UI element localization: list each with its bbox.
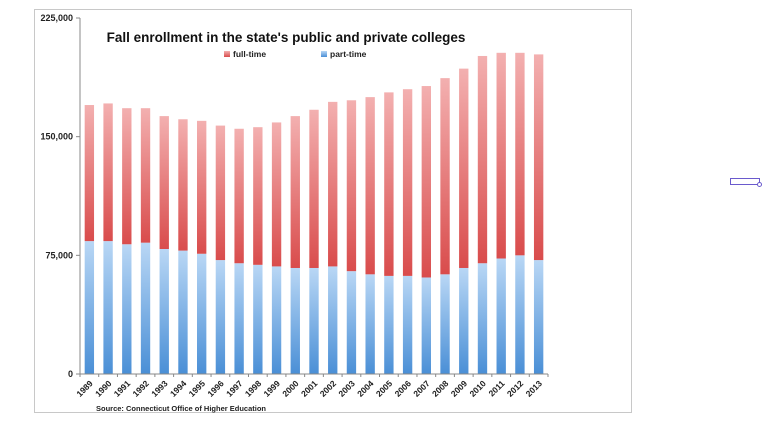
- bar-full-time-1990: [103, 103, 113, 242]
- bar-part-time-2012: [515, 255, 525, 374]
- bar-part-time-2010: [477, 263, 488, 374]
- bar-part-time-2008: [440, 274, 450, 374]
- bar-part-time-2000: [290, 267, 300, 374]
- bar-full-time-2001: [309, 109, 319, 268]
- x-tick-label: 2011: [486, 378, 506, 398]
- x-tick-label: 1989: [74, 378, 95, 399]
- bar-part-time-1997: [234, 263, 244, 374]
- resize-handle[interactable]: [757, 182, 762, 187]
- x-tick-label: 2010: [467, 378, 488, 399]
- bar-full-time-2000: [290, 116, 300, 268]
- bar-part-time-1999: [271, 266, 282, 374]
- bar-full-time-1991: [122, 108, 132, 245]
- bar-part-time-2002: [328, 266, 338, 374]
- x-tick-label: 2007: [411, 378, 432, 399]
- x-tick-label: 1994: [168, 378, 189, 399]
- bar-full-time-1998: [253, 127, 263, 265]
- bar-full-time-2008: [440, 78, 450, 275]
- bar-full-time-1995: [197, 120, 207, 254]
- chart-title: Fall enrollment in the state's public an…: [107, 30, 466, 45]
- legend-label-part-time: part-time: [330, 49, 367, 59]
- source-note: Source: Connecticut Office of Higher Edu…: [96, 404, 266, 413]
- bar-full-time-2012: [515, 52, 525, 256]
- bar-part-time-1994: [178, 250, 188, 374]
- bar-part-time-1998: [253, 264, 263, 374]
- bar-part-time-2007: [421, 277, 431, 374]
- x-tick-label: 2013: [524, 378, 545, 399]
- bar-part-time-1990: [103, 241, 113, 374]
- x-tick-label: 1993: [149, 378, 170, 399]
- bar-full-time-1992: [140, 108, 151, 243]
- x-tick-label: 1995: [187, 378, 208, 399]
- x-tick-label: 1996: [205, 378, 226, 399]
- x-tick-label: 1997: [224, 378, 245, 399]
- bar-full-time-2003: [346, 100, 357, 272]
- y-tick-label: 75,000: [45, 250, 73, 260]
- bar-part-time-1993: [159, 249, 169, 374]
- y-axis: 0 75,000 150,000 225,000: [40, 13, 81, 379]
- x-tick-label: 1992: [130, 378, 151, 399]
- x-tick-label: 2008: [430, 378, 451, 399]
- x-tick-label: 1991: [112, 378, 133, 399]
- bar-full-time-2011: [496, 52, 506, 259]
- bar-full-time-2013: [533, 54, 544, 261]
- bar-part-time-2001: [309, 267, 319, 374]
- x-tick-label: 2004: [355, 378, 376, 399]
- bar-part-time-1996: [215, 260, 226, 374]
- bar-part-time-2006: [402, 275, 413, 374]
- bar-full-time-2002: [328, 101, 338, 267]
- x-tick-label: 2001: [299, 378, 320, 399]
- y-tick-label: 225,000: [40, 13, 73, 23]
- bar-part-time-2011: [496, 258, 506, 374]
- bar-full-time-1999: [271, 122, 282, 267]
- x-tick-label: 2003: [336, 378, 357, 399]
- bar-part-time-1992: [140, 242, 151, 374]
- bar-part-time-2003: [346, 271, 357, 374]
- bar-part-time-2009: [459, 267, 469, 374]
- x-tick-label: 2005: [374, 378, 395, 399]
- bar-full-time-1994: [178, 119, 188, 251]
- bar-full-time-1997: [234, 128, 244, 264]
- bar-full-time-2004: [365, 97, 375, 275]
- legend: full-time part-time: [224, 49, 367, 59]
- bar-full-time-2006: [402, 89, 413, 276]
- bar-part-time-2004: [365, 274, 375, 374]
- x-tick-label: 1990: [93, 378, 114, 399]
- bar-full-time-1993: [159, 116, 169, 250]
- x-axis: 1989199019911992199319941995199619971998…: [74, 373, 549, 399]
- x-tick-label: 2000: [280, 378, 301, 399]
- legend-swatch-part-time: [321, 51, 327, 57]
- bar-full-time-2005: [384, 92, 394, 276]
- legend-swatch-full-time: [224, 51, 230, 57]
- bar-full-time-1996: [215, 125, 226, 261]
- x-tick-label: 2009: [449, 378, 470, 399]
- selection-marker[interactable]: [730, 178, 762, 187]
- bar-part-time-1991: [122, 244, 132, 374]
- bar-full-time-1989: [84, 105, 95, 242]
- x-tick-label: 1999: [262, 378, 283, 399]
- x-tick-label: 2012: [505, 378, 526, 399]
- x-tick-label: 2002: [318, 378, 339, 399]
- bar-part-time-2013: [533, 260, 544, 374]
- bar-part-time-1989: [84, 241, 95, 374]
- bar-part-time-1995: [197, 253, 207, 374]
- bar-full-time-2009: [459, 68, 469, 268]
- bar-full-time-2007: [421, 86, 431, 278]
- y-tick-label: 0: [68, 369, 73, 379]
- legend-label-full-time: full-time: [233, 49, 266, 59]
- y-tick-label: 150,000: [40, 132, 73, 142]
- bar-part-time-2005: [384, 275, 394, 374]
- x-tick-label: 2006: [393, 378, 414, 399]
- bars: [84, 52, 544, 374]
- x-tick-label: 1998: [243, 378, 264, 399]
- bar-full-time-2010: [477, 55, 488, 264]
